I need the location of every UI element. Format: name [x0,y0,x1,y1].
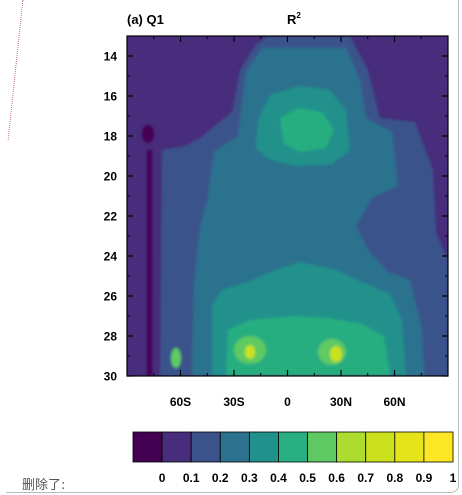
figure-frame [6,0,459,493]
panel-label: (a) Q1 [127,12,164,27]
y-tick-label: 26 [104,290,118,304]
colorbar-swatch [219,431,250,463]
y-axis: 14 16 18 20 22 24 26 28 30 [104,35,448,384]
colorbar-level-label: 0.5 [299,471,316,485]
colorbar-swatch [365,431,396,463]
colorbar-swatch [423,431,454,463]
x-tick-label: 60N [383,395,405,409]
x-tick-label: 30S [223,395,244,409]
colorbar-swatch [248,431,279,463]
x-axis: 60S 30S 0 30N 60N [153,36,422,409]
x-tick-label: 60S [170,395,191,409]
y-tick-label: 14 [104,50,118,64]
heatmap-field [127,36,448,376]
colorbar-level-label: 0.4 [270,471,287,485]
chart-title-superscript: 2 [296,11,301,20]
colorbar-swatch [307,431,338,463]
colorbar-level-label: 0.6 [328,471,345,485]
field-level-0-column [147,150,152,376]
colorbar-swatch [161,431,192,463]
field-level-5 [226,316,390,376]
field-level-5-upper [280,108,334,152]
field-level-8-left [245,345,255,359]
field-level-6-edge [171,348,181,368]
field-level-0-blob [142,125,154,143]
y-tick-label: 16 [104,90,118,104]
chart-title: R2 [287,11,301,27]
colorbar-swatch [394,431,425,463]
colorbar-swatch [132,431,163,463]
y-tick-label: 24 [104,250,118,264]
colorbar-swatch [336,431,367,463]
colorbar-swatch [278,431,308,463]
x-tick-label: 30N [330,395,352,409]
y-tick-label: 28 [104,330,118,344]
colorbar-level-label: 0.9 [416,471,433,485]
colorbar-level-label: 1 [450,471,457,485]
colorbar-swatch [190,431,221,463]
colorbar-level-label: 0.8 [386,471,403,485]
colorbar-level-label: 0.2 [212,471,229,485]
chart-title-main: R [287,12,297,27]
y-tick-label: 20 [104,170,118,184]
x-tick-label: 0 [284,395,291,409]
y-tick-label: 22 [104,210,118,224]
y-tick-label: 18 [104,130,118,144]
colorbar-level-label: 0.7 [357,471,374,485]
y-tick-label: 30 [104,370,118,384]
colorbar-level-label: 0.3 [241,471,258,485]
deleted-label: 删除了: [22,478,66,493]
colorbar-level-label: 0.1 [183,471,200,485]
colorbar: 0 0.1 0.2 0.3 0.4 0.5 0.6 0.7 0.8 0.9 1 [132,431,457,485]
colorbar-level-label: 0 [159,471,166,485]
field-level-8-right [330,346,342,362]
